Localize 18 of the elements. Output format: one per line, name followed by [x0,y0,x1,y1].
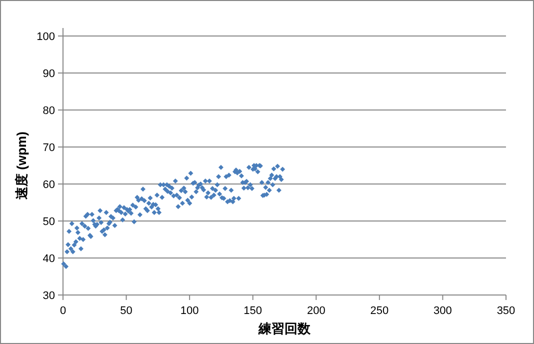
x-axis-title: 練習回数 [258,321,312,336]
x-tick-label: 100 [180,305,199,317]
y-tick-label: 80 [42,105,55,117]
y-axis-title: 速度 (wpm) [14,132,29,200]
y-tick-label: 50 [42,216,55,228]
y-tick-label: 100 [36,31,55,43]
x-tick-label: 0 [60,305,66,317]
y-tick-label: 70 [42,142,55,154]
x-tick-label: 150 [244,305,262,317]
x-tick-label: 350 [496,305,516,317]
x-tick-label: 50 [120,305,132,317]
x-tick-label: 200 [306,305,326,317]
y-tick-label: 40 [42,253,55,265]
x-tick-label: 250 [370,305,389,317]
y-tick-label: 90 [42,68,55,80]
y-tick-label: 30 [42,290,55,302]
x-tick-label: 300 [434,305,452,317]
y-tick-label: 60 [42,179,55,191]
